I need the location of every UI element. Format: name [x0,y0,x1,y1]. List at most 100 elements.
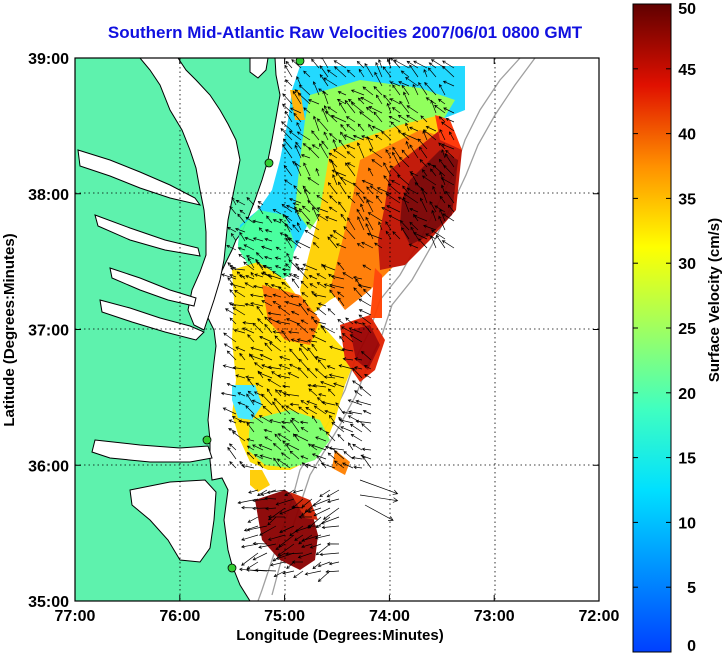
velocity-arrow [274,433,282,442]
velocity-arrow [326,542,340,546]
x-tick-label: 72:00 [579,608,620,625]
y-axis-ticks: 39:00 38:00 37:00 36:00 35:00 [28,51,599,611]
velocity-arrow [420,187,428,204]
velocity-arrow [400,70,410,78]
velocity-arrow [282,392,300,397]
velocity-arrow [272,219,282,224]
velocity-arrow [328,561,340,566]
velocity-arrow [409,64,419,78]
velocity-arrow [319,143,329,159]
velocity-arrow [266,215,273,224]
velocity-arrow [273,397,282,406]
velocity-arrow [319,552,340,557]
y-tick-label: 37:00 [28,323,69,340]
velocity-arrow [340,213,347,222]
velocity-arrow [325,431,336,442]
velocity-arrow [397,114,410,123]
velocity-arrow [321,400,336,406]
velocity-arrow [444,153,455,168]
velocity-arrow [301,292,309,298]
velocity-arrow [303,162,311,177]
velocity-arrow [441,65,455,78]
velocity-arrow [275,389,282,397]
velocity-arrow [296,322,309,334]
colorbar-tick-label: 20 [678,386,696,403]
velocity-arrow [261,300,273,307]
velocity-arrow [312,206,320,222]
velocity-arrow [316,207,329,213]
velocity-arrow [307,177,320,186]
velocity-arrow [257,318,264,325]
velocity-arrow [330,159,338,177]
velocity-arrow [238,419,255,424]
figure-title: Southern Mid-Atlantic Raw Velocities 200… [108,23,583,42]
velocity-arrow [409,221,419,231]
velocity-arrow [350,434,363,442]
velocity-arrow [399,220,410,231]
velocity-arrow [345,116,356,123]
velocity-arrow [222,407,237,415]
velocity-arrow [311,58,320,69]
velocity-arrow [356,243,365,249]
velocity-arrow [237,392,246,397]
velocity-arrow [250,302,264,307]
velocity-arrow [228,427,237,433]
james-river [99,299,205,341]
velocity-arrow [333,450,345,460]
velocity-arrow [252,237,264,242]
velocity-arrow [442,213,455,222]
velocity-arrow [312,498,331,507]
velocity-arrow [279,232,293,240]
velocity-arrow [443,164,455,177]
velocity-arrow [282,384,291,389]
velocity-arrow [252,552,268,561]
velocity-arrow [392,146,401,159]
velocity-arrow [302,299,309,307]
velocity-arrow [323,507,340,520]
velocity-arrow [266,273,282,280]
velocity-arrow [341,347,354,352]
velocity-arrow [298,302,309,316]
velocity-arrow [392,84,401,96]
velocity-arrow [303,107,311,114]
velocity-arrow [246,422,255,433]
velocity-arrow [275,498,295,506]
velocity-arrow [295,141,302,150]
velocity-arrow [243,261,255,271]
velocity-arrow [307,443,318,451]
velocity-arrow [327,106,338,114]
velocity-arrow [245,255,255,260]
velocity-arrow [296,131,311,141]
velocity-arrow [402,132,419,141]
velocity-arrow [274,256,282,260]
velocity-arrow [337,261,345,271]
velocity-arrow [261,393,273,406]
velocity-arrow [294,534,304,541]
velocity-arrow [308,146,320,159]
velocity-arrow [363,288,372,298]
velocity-arrow [227,277,237,289]
velocity-arrow [378,221,383,231]
velocity-arrow [262,405,273,415]
velocity-arrow [409,144,419,159]
velocity-arrow [385,149,392,159]
velocity-arrow [227,446,237,460]
pamlico-sound [129,479,217,563]
velocity-arrow [338,418,354,424]
velocity-arrow [246,525,268,532]
velocity-arrow [337,318,345,325]
velocity-arrow [277,286,291,298]
velocity-arrow [291,278,300,289]
velocity-arrow [306,367,318,379]
velocity-arrow [348,327,363,334]
velocity-arrow [329,289,336,298]
velocity-arrow [385,221,392,231]
velocity-arrow [309,543,322,549]
velocity-arrow [248,489,259,494]
velocity-arrow [317,302,327,307]
velocity-arrow [272,330,282,334]
velocity-arrow [314,356,327,361]
velocity-arrow [263,428,273,433]
velocity-arrow [356,192,365,204]
velocity-arrow [300,455,309,460]
